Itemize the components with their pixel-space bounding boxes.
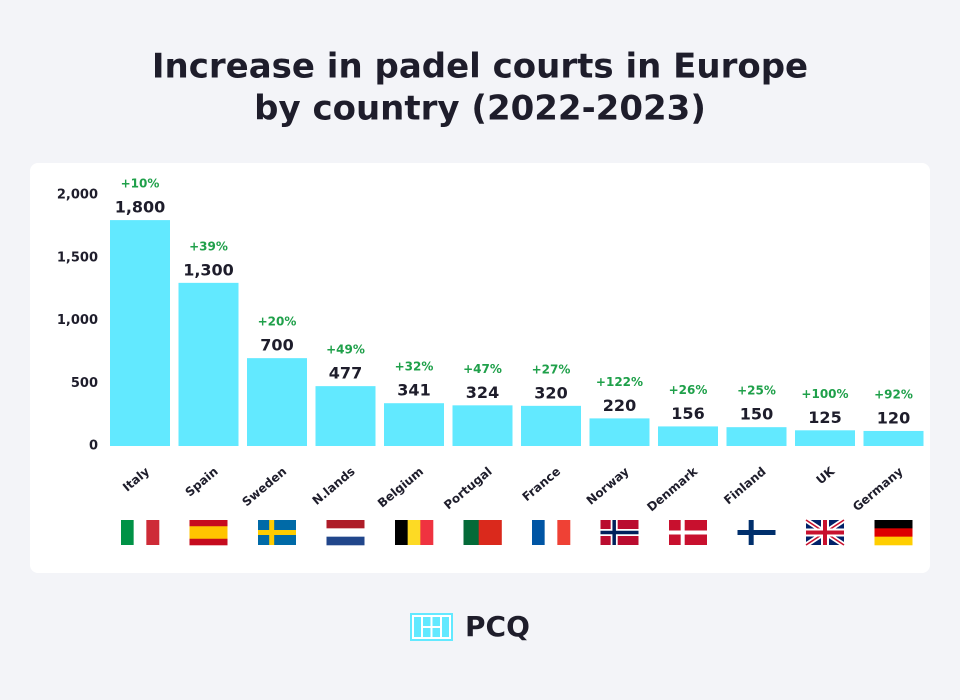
flag-stripe <box>326 528 365 537</box>
bar <box>795 430 855 446</box>
flag <box>189 520 228 546</box>
chart-title: Increase in padel courts in Europe <box>152 47 808 87</box>
flag-stripe <box>478 520 502 545</box>
flag <box>326 520 365 546</box>
flag-cross <box>600 530 639 535</box>
flag <box>121 520 160 545</box>
flag-stripe <box>189 538 228 546</box>
increase-label: +25% <box>737 384 776 398</box>
flag-stripe <box>420 520 434 545</box>
flag-stripe <box>557 520 571 545</box>
flag-stripe <box>874 528 913 537</box>
increase-label: +26% <box>669 383 708 397</box>
flag <box>804 517 846 548</box>
flag <box>874 520 913 546</box>
increase-label: +32% <box>395 360 434 374</box>
value-label: 324 <box>466 383 499 402</box>
flag <box>737 520 776 545</box>
value-label: 156 <box>671 404 704 423</box>
flag-stripe <box>874 520 913 529</box>
flag-stripe <box>189 520 228 527</box>
bar <box>726 427 787 446</box>
flag-cross <box>806 530 844 535</box>
y-tick-label: 1,500 <box>57 250 98 265</box>
card <box>30 163 930 573</box>
flag-stripe <box>544 520 558 545</box>
bar <box>521 405 581 446</box>
increase-label: +100% <box>801 387 848 401</box>
flag-stripe <box>326 520 365 529</box>
flag-cross <box>669 530 707 535</box>
increase-label: +27% <box>532 362 571 376</box>
y-tick-label: 2,000 <box>57 188 98 203</box>
value-label: 320 <box>534 383 567 402</box>
logo-text: PCQ <box>465 610 530 643</box>
value-label: 220 <box>603 396 636 415</box>
value-label: 477 <box>329 364 362 383</box>
value-label: 1,300 <box>183 260 234 279</box>
flag-stripe <box>407 520 421 545</box>
logo-lines <box>412 615 451 639</box>
flag <box>463 520 502 545</box>
bar <box>315 386 376 446</box>
y-tick-label: 500 <box>71 376 98 391</box>
flag-stripe <box>874 536 913 546</box>
value-label: 150 <box>740 405 773 424</box>
value-label: 125 <box>808 408 841 427</box>
bar <box>658 426 718 446</box>
increase-label: +10% <box>121 177 160 191</box>
y-tick-label: 0 <box>89 439 98 454</box>
flag <box>600 520 639 545</box>
flag-stripe <box>395 520 408 545</box>
y-tick-label: 1,000 <box>57 313 98 328</box>
bar <box>110 220 170 446</box>
value-label: 700 <box>260 336 293 355</box>
flag-stripe <box>532 520 545 545</box>
increase-label: +47% <box>463 362 502 376</box>
flag-stripe <box>189 526 228 540</box>
flag <box>532 520 571 545</box>
bar <box>452 405 513 446</box>
flag <box>258 520 296 545</box>
flag-stripe <box>326 536 365 546</box>
bar <box>178 282 239 446</box>
value-label: 120 <box>877 408 910 427</box>
value-label: 1,800 <box>115 198 166 217</box>
flag-stripe <box>463 520 479 545</box>
flag <box>395 520 434 545</box>
logo-icon <box>410 613 453 641</box>
flag-stripe <box>133 520 147 545</box>
bar <box>863 430 924 446</box>
increase-label: +49% <box>326 343 365 357</box>
flag <box>669 520 707 545</box>
bar <box>589 418 650 446</box>
increase-label: +39% <box>189 239 228 253</box>
chart-title: by country (2022-2023) <box>254 89 706 129</box>
flag-stripe <box>146 520 160 545</box>
flag-cross <box>737 530 776 535</box>
flag-stripe <box>121 520 134 545</box>
increase-label: +122% <box>596 375 643 389</box>
increase-label: +20% <box>258 315 297 329</box>
bar <box>384 403 444 446</box>
value-label: 341 <box>397 381 430 400</box>
increase-label: +92% <box>874 387 913 401</box>
bar <box>247 358 307 446</box>
flag-cross <box>258 530 296 535</box>
